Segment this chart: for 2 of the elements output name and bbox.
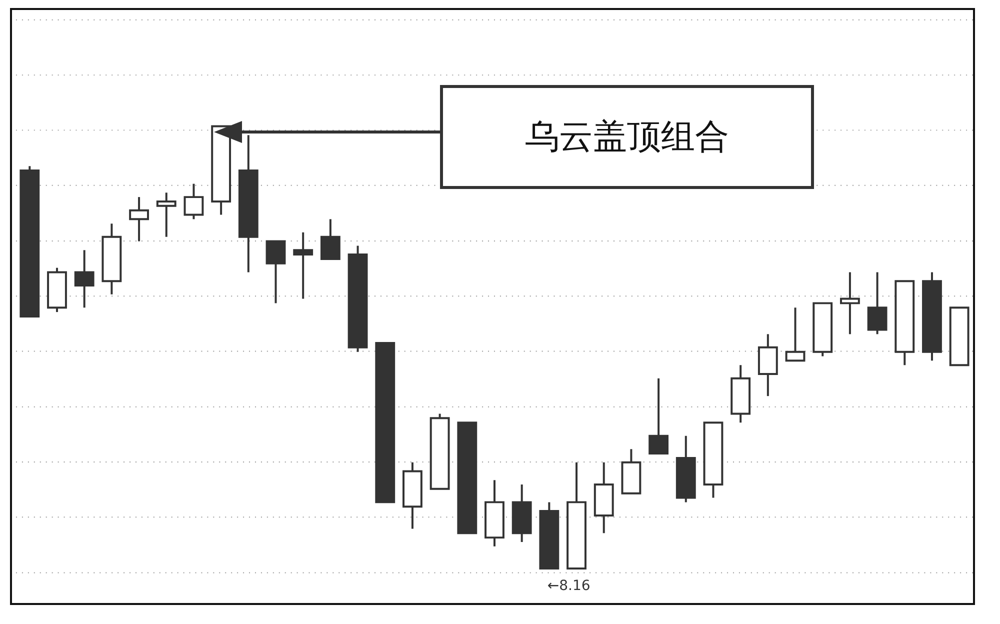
- callout-box: 乌云盖顶组合: [440, 85, 814, 189]
- text: ←8.16: [547, 578, 590, 594]
